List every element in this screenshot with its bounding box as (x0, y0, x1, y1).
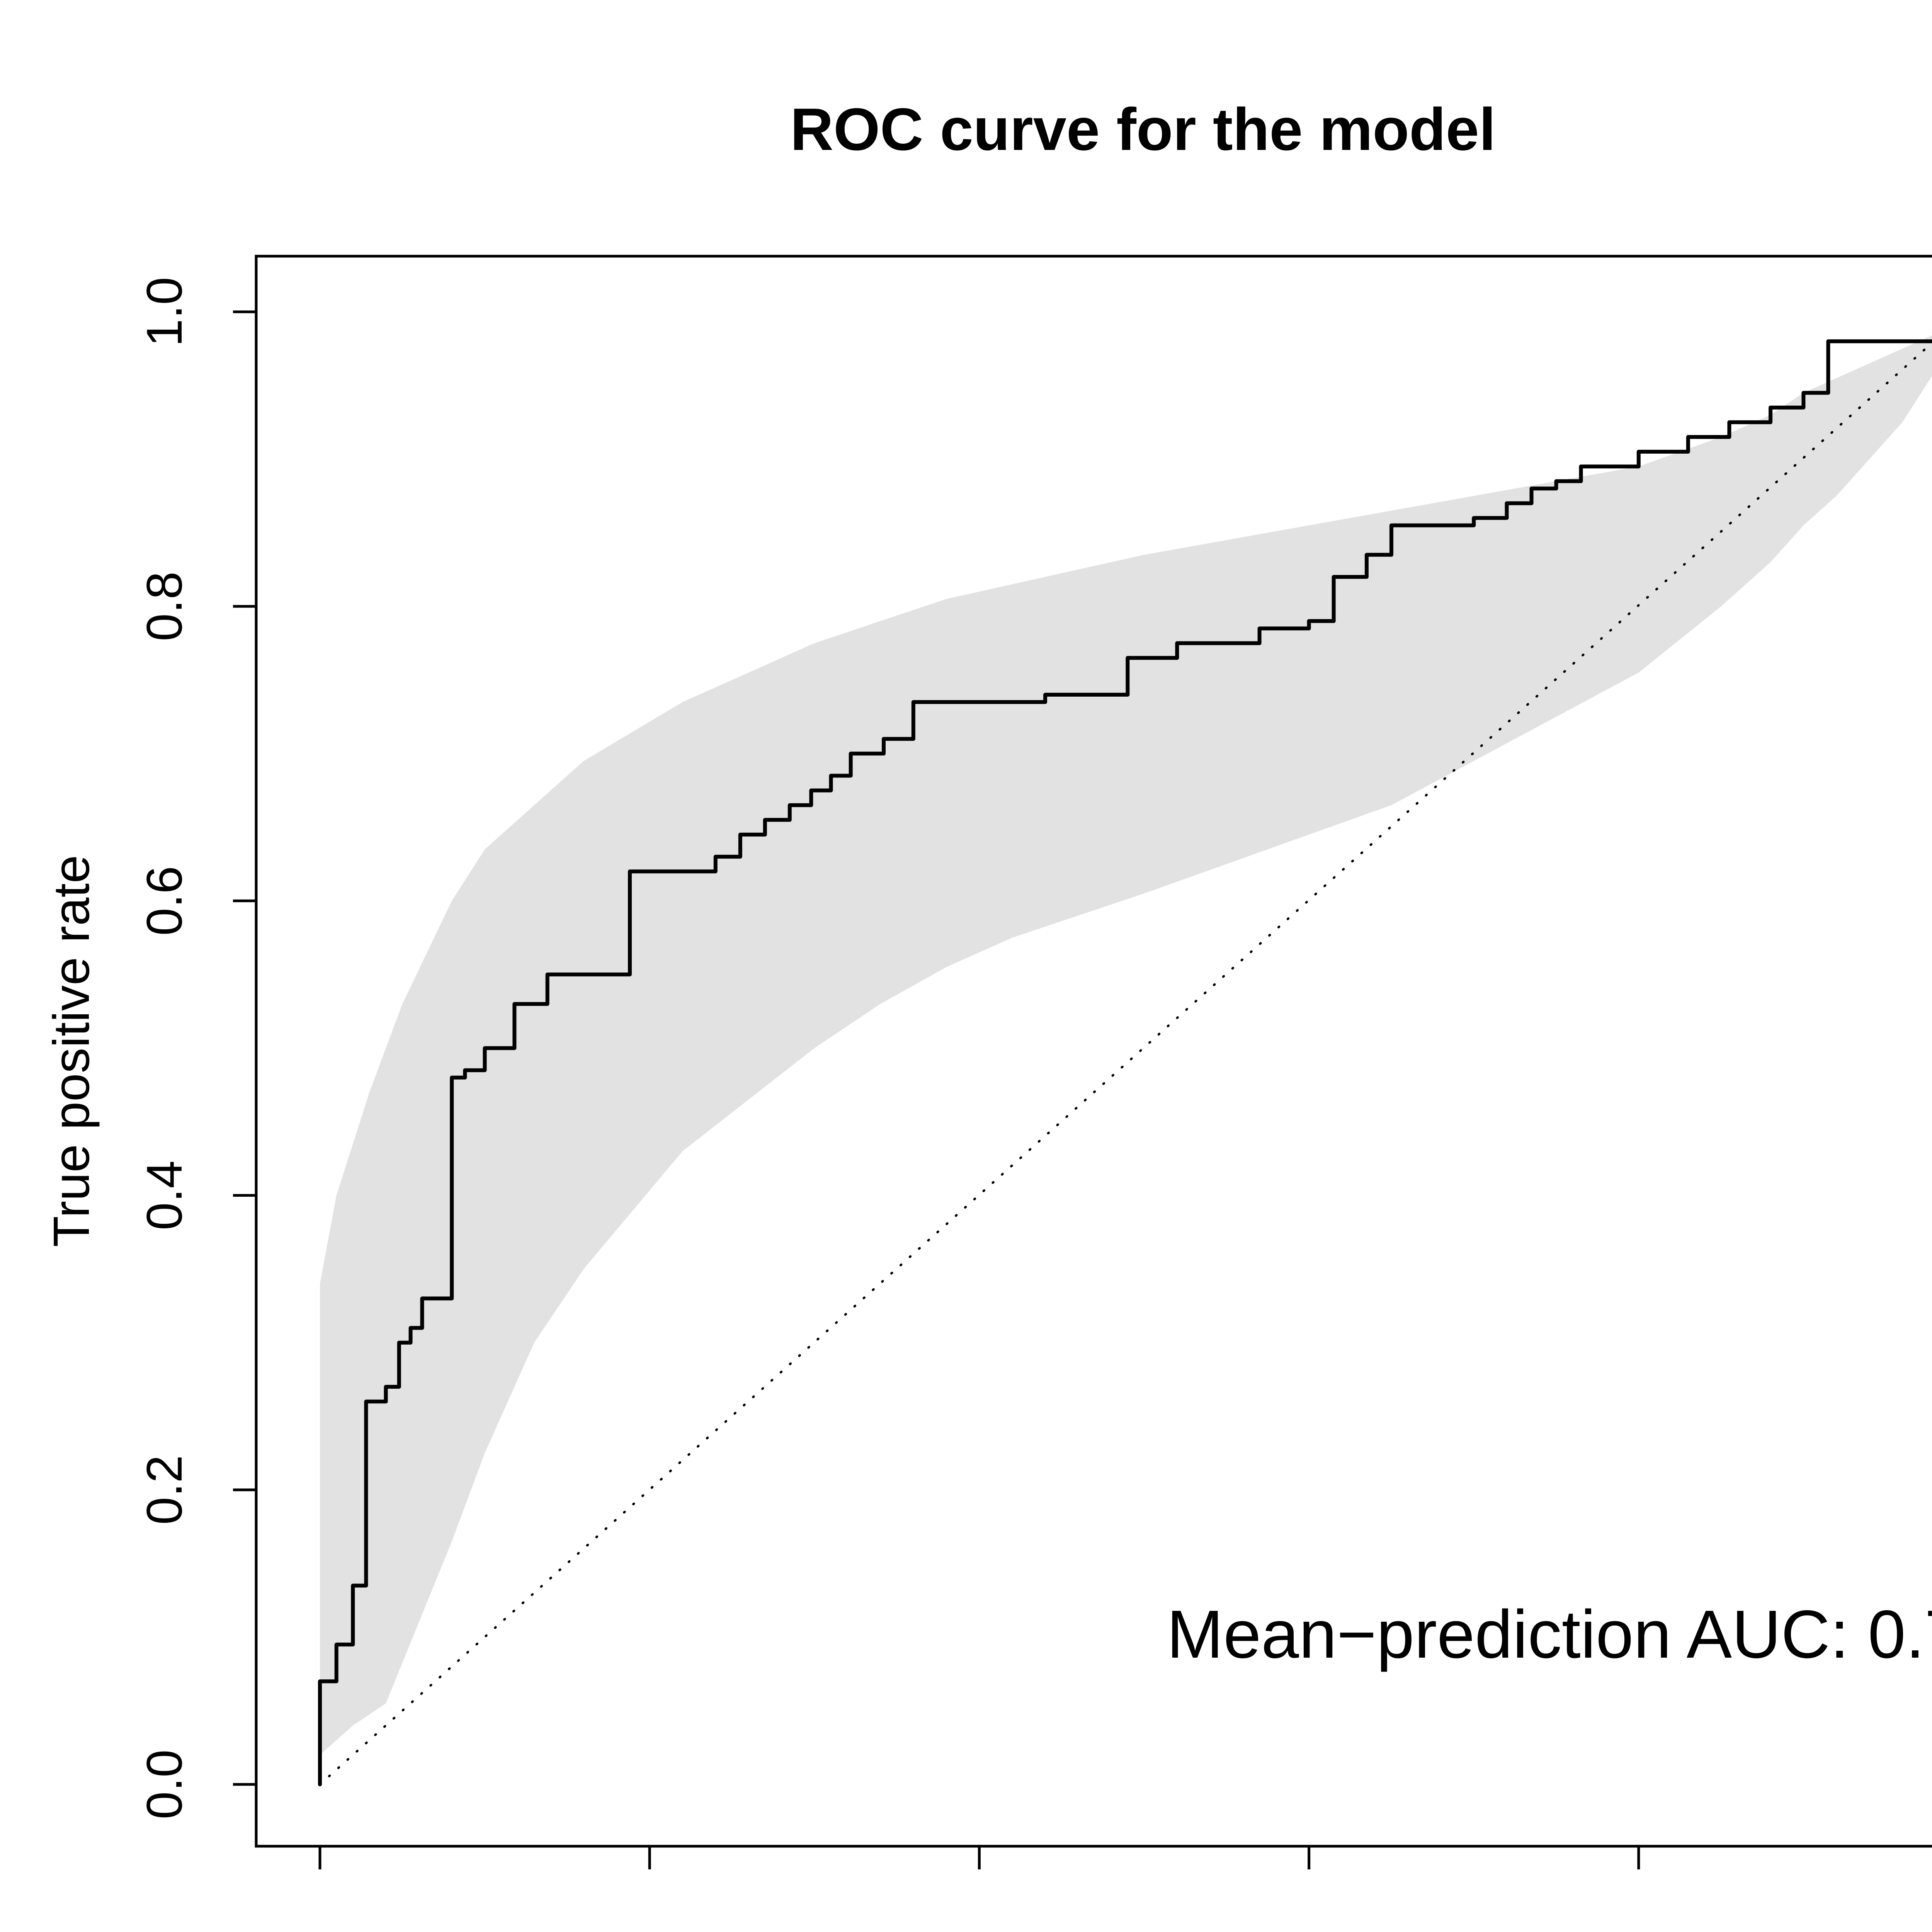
svg-text:0.4: 0.4 (136, 1160, 192, 1230)
svg-text:0.8: 0.8 (1604, 1922, 1673, 1932)
svg-text:0.6: 0.6 (136, 866, 192, 936)
svg-text:0.8: 0.8 (136, 571, 192, 641)
svg-text:0.6: 0.6 (1274, 1922, 1344, 1932)
svg-text:0.2: 0.2 (136, 1455, 192, 1525)
svg-text:1.0: 1.0 (136, 277, 192, 347)
svg-text:0.0: 0.0 (285, 1922, 355, 1932)
svg-text:0.2: 0.2 (615, 1922, 685, 1932)
svg-text:ROC curve for the model: ROC curve for the model (790, 96, 1496, 163)
svg-text:True positive rate: True positive rate (43, 855, 100, 1247)
svg-text:Mean−prediction AUC: 0.73: Mean−prediction AUC: 0.73 (1167, 1597, 1932, 1672)
svg-text:0.0: 0.0 (136, 1750, 192, 1820)
svg-text:0.4: 0.4 (944, 1922, 1014, 1932)
